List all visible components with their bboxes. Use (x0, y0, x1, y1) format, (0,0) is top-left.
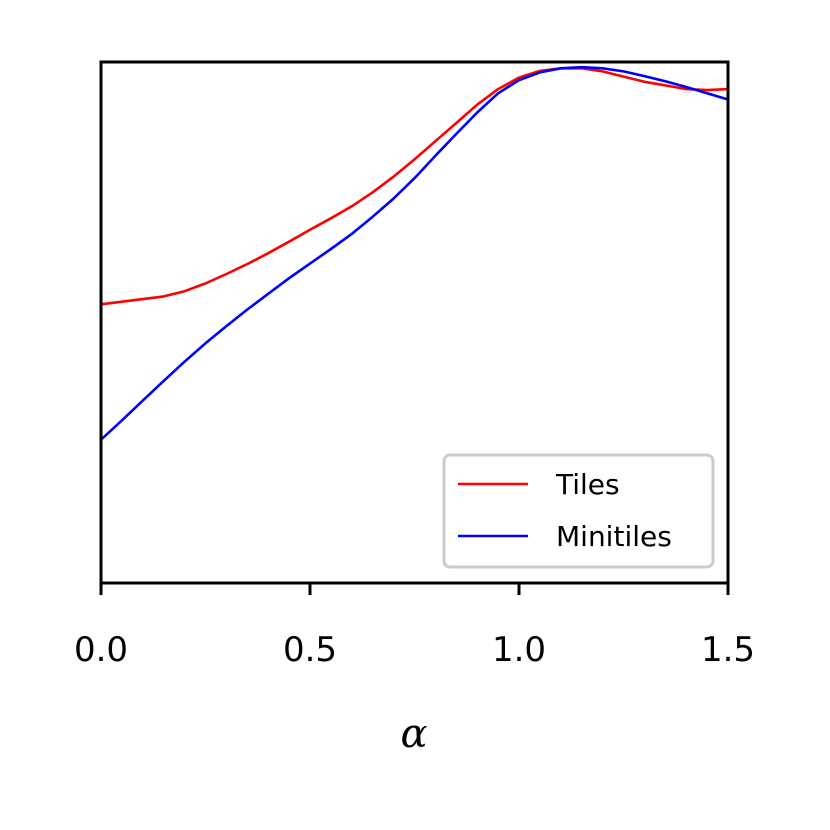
legend-label-minitiles: Minitiles (556, 520, 672, 553)
x-tick-label: 1.0 (492, 630, 546, 670)
x-tick-label: 0.5 (283, 630, 337, 670)
series-lines (99, 65, 730, 442)
axes: 0.0 0.5 1.0 1.5 (74, 60, 755, 670)
x-tick-label: 0.0 (74, 630, 128, 670)
x-axis-label: α (400, 711, 427, 757)
x-tick-label: 1.5 (701, 630, 755, 670)
legend-label-tiles: Tiles (555, 468, 620, 501)
series-line-minitiles (99, 65, 730, 442)
series-line-tiles (99, 67, 730, 306)
legend: Tiles Minitiles (442, 453, 715, 569)
plot-frame (99, 60, 730, 585)
